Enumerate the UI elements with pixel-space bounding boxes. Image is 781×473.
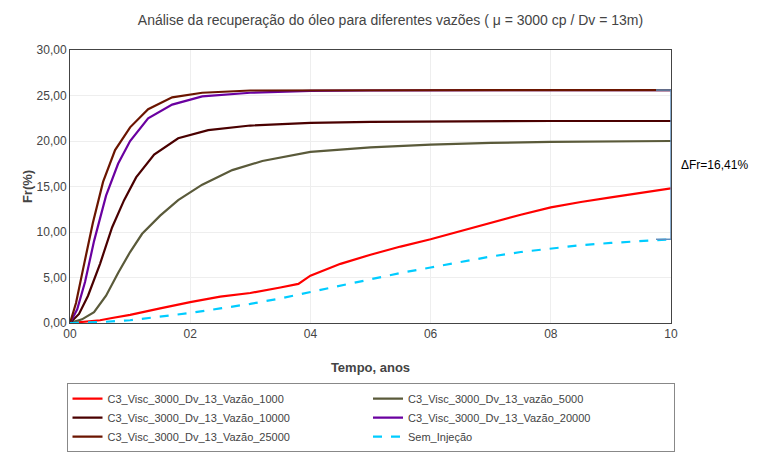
svg-text:C3_Visc_3000_Dv_13_vazão_5000: C3_Visc_3000_Dv_13_vazão_5000 [408, 393, 583, 405]
svg-text:Tempo, anos: Tempo, anos [331, 360, 410, 375]
svg-text:04: 04 [304, 327, 318, 341]
svg-text:Sem_Injeção: Sem_Injeção [408, 431, 472, 443]
svg-text:C3_Visc_3000_Dv_13_Vazão_1000: C3_Visc_3000_Dv_13_Vazão_1000 [108, 393, 284, 405]
svg-text:ΔFr=16,41%: ΔFr=16,41% [681, 158, 748, 172]
svg-text:Análise da recuperação do óleo: Análise da recuperação do óleo para dife… [138, 12, 643, 28]
svg-text:00: 00 [63, 327, 77, 341]
svg-text:C3_Visc_3000_Dv_13_Vazão_25000: C3_Visc_3000_Dv_13_Vazão_25000 [108, 431, 290, 443]
svg-text:02: 02 [184, 327, 198, 341]
svg-text:30,00: 30,00 [37, 43, 67, 57]
svg-text:Fr(%): Fr(%) [20, 170, 35, 203]
svg-text:0,00: 0,00 [43, 316, 67, 330]
svg-text:C3_Visc_3000_Dv_13_Vazão_20000: C3_Visc_3000_Dv_13_Vazão_20000 [408, 412, 590, 424]
svg-text:5,00: 5,00 [43, 271, 67, 285]
svg-text:15,00: 15,00 [37, 180, 67, 194]
svg-text:06: 06 [424, 327, 438, 341]
svg-text:20,00: 20,00 [37, 134, 67, 148]
svg-text:25,00: 25,00 [37, 89, 67, 103]
svg-text:08: 08 [544, 327, 558, 341]
svg-text:C3_Visc_3000_Dv_13_Vazão_10000: C3_Visc_3000_Dv_13_Vazão_10000 [108, 412, 290, 424]
svg-text:10: 10 [664, 327, 678, 341]
svg-text:10,00: 10,00 [37, 225, 67, 239]
